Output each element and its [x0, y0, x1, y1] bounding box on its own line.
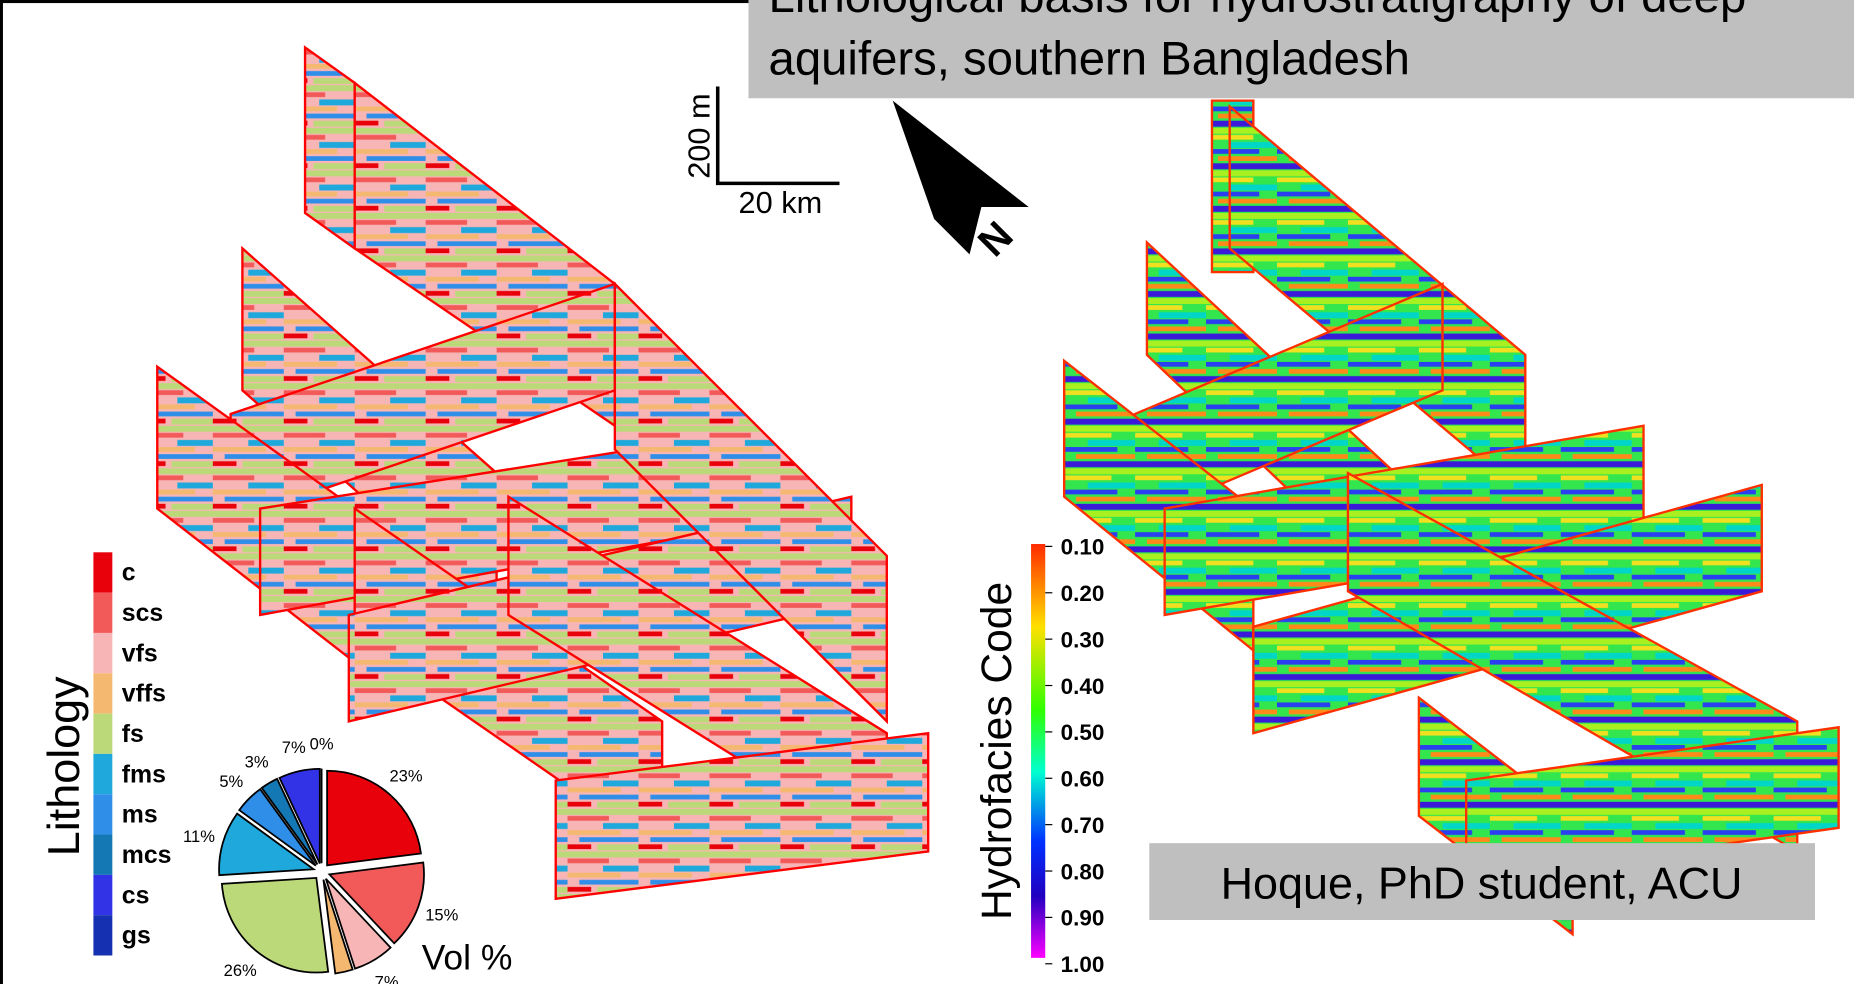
legend-label: ms — [122, 802, 158, 829]
pie-slice — [218, 812, 317, 877]
legend-swatch — [93, 834, 113, 875]
colorbar-tick-label: 0.10 — [1061, 535, 1105, 560]
colorbar-title: Hydrofacies Code — [973, 582, 1021, 920]
pie-value-label: 5% — [219, 772, 243, 791]
pie-slice — [324, 878, 392, 970]
pie-slice — [327, 861, 425, 945]
pie-value-label: 26% — [224, 961, 257, 980]
colorbar-tick-label: 0.60 — [1061, 767, 1105, 792]
pie-value-label: 0% — [310, 735, 334, 754]
legend-swatch — [93, 673, 113, 714]
title-line: Lithological basis for hydrostratigraphy… — [769, 0, 1747, 23]
colorbar-tick-label: 0.40 — [1061, 674, 1105, 699]
scale-bar: 200 m 20 km — [681, 86, 840, 220]
legend-label: vffs — [122, 681, 166, 708]
legend-label: fs — [122, 721, 144, 748]
colorbar-tick-label: 0.90 — [1061, 906, 1105, 931]
pie-slice — [322, 879, 354, 975]
legend-swatch — [93, 915, 113, 956]
legend-label: mcs — [122, 842, 172, 869]
pie-slice — [326, 769, 422, 867]
title-line: aquifers, southern Bangladesh — [769, 33, 1410, 86]
legend-swatch — [93, 592, 113, 633]
legend-label: cs — [122, 882, 150, 909]
colorbar-tick-label: 0.70 — [1061, 813, 1105, 838]
legend-label: c — [122, 560, 136, 587]
pie-value-label: 7% — [282, 738, 306, 757]
legend-swatch — [93, 713, 113, 754]
pie-label: Vol % — [422, 938, 513, 978]
credit: Hoque, PhD student, ACU — [1221, 858, 1743, 909]
pie-value-label: 23% — [389, 767, 422, 786]
legend-label: scs — [122, 600, 163, 627]
pie-slice — [220, 876, 330, 974]
legend-swatch — [93, 874, 113, 916]
legend-label: gs — [122, 923, 151, 950]
scale-label: 200 m — [681, 93, 716, 178]
legend-swatch — [93, 632, 113, 674]
legend-swatch — [93, 753, 113, 795]
north-arrow: N — [892, 100, 1029, 265]
title-box — [748, 0, 1854, 99]
lithology-fence-diagram — [156, 45, 930, 901]
legend-swatch — [93, 794, 113, 835]
colorbar-tick-label: 0.80 — [1061, 859, 1105, 884]
legend-label: vfs — [122, 640, 158, 667]
pie-value-label: 15% — [425, 906, 458, 925]
pie-slice — [278, 767, 321, 864]
colorbar-tick-label: 1.00 — [1061, 952, 1105, 977]
pie-value-label: 7% — [375, 972, 399, 984]
colorbar-tick-label: 0.20 — [1061, 581, 1105, 606]
legend-swatch — [93, 552, 113, 593]
colorbar — [1031, 544, 1046, 958]
pie-value-label: 3% — [245, 753, 269, 772]
pie-slice — [260, 777, 319, 865]
colorbar-tick-label: 0.30 — [1061, 627, 1105, 652]
legend-label: fms — [122, 761, 166, 788]
pie-slice — [237, 787, 317, 867]
credit-box — [1149, 843, 1815, 921]
colorbar-tick-label: 0.50 — [1061, 720, 1105, 745]
hydrofacies-fence-diagram — [1062, 99, 1840, 937]
legend-title: Lithology — [38, 676, 89, 856]
pie-value-label: 11% — [183, 827, 215, 846]
scale-label: 20 km — [739, 185, 823, 220]
